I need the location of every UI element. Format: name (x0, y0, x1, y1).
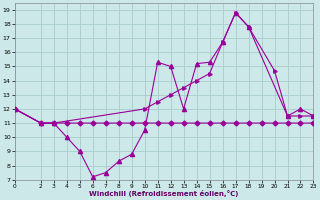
X-axis label: Windchill (Refroidissement éolien,°C): Windchill (Refroidissement éolien,°C) (90, 190, 239, 197)
